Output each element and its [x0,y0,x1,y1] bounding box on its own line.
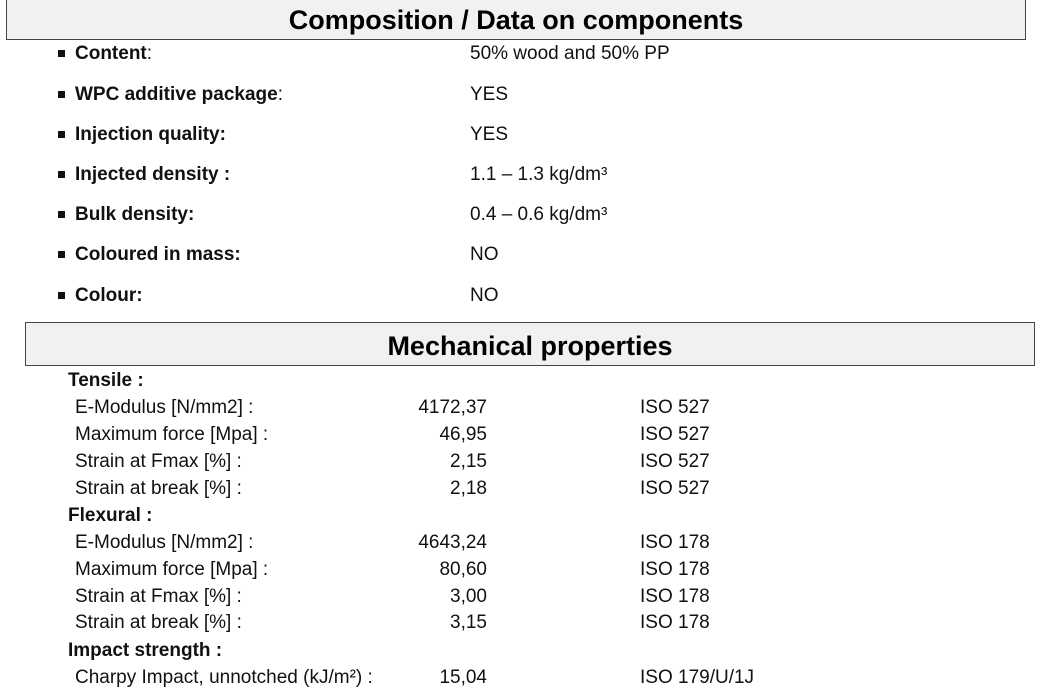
property-label: E-Modulus [N/mm2] : [75,532,254,553]
group-title-flexural: Flexural : [68,505,153,526]
bullet-icon [58,91,65,98]
group-title-impact-strength: Impact strength : [68,640,223,661]
bullet-icon [58,292,65,299]
table-row: Charpy Impact, unnotched (kJ/m²) : 15,04… [0,665,1050,691]
table-row: Strain at break [%] : 3,15 ISO 178 [0,610,1050,636]
composition-section-title: Composition / Data on components [6,0,1026,40]
mechanical-section-title: Mechanical properties [25,322,1035,366]
table-row: E-Modulus [N/mm2] : 4172,37 ISO 527 [0,395,1050,421]
composition-label: Content [75,43,147,64]
table-row: Maximum force [Mpa] : 80,60 ISO 178 [0,557,1050,583]
property-standard: ISO 178 [640,586,710,607]
table-row: Strain at break [%] : 2,18 ISO 527 [0,476,1050,502]
composition-value: NO [470,244,499,265]
composition-label-suffix: : [146,43,153,64]
bullet-icon [58,171,65,178]
composition-row-bulk-density: Bulk density: 0.4 – 0.6 kg/dm³ [0,202,1050,228]
property-value: 2,18 [450,478,487,499]
property-standard: ISO 527 [640,478,710,499]
table-row: E-Modulus [N/mm2] : 4643,24 ISO 178 [0,530,1050,556]
composition-row-wpc-additive: WPC additive package: YES [0,82,1050,108]
property-label: Strain at Fmax [%] : [75,586,242,607]
bullet-icon [58,131,65,138]
bullet-icon [58,211,65,218]
composition-label: Colour: [75,285,143,306]
property-standard: ISO 178 [640,532,710,553]
composition-label: Coloured in mass: [75,244,241,265]
composition-label: WPC additive package [75,84,278,105]
property-label: Strain at break [%] : [75,612,242,633]
property-standard: ISO 527 [640,451,710,472]
property-label: Maximum force [Mpa] : [75,559,269,580]
property-value: 80,60 [439,559,487,580]
composition-row-injected-density: Injected density : 1.1 – 1.3 kg/dm³ [0,162,1050,188]
property-label: E-Modulus [N/mm2] : [75,397,254,418]
property-standard: ISO 527 [640,397,710,418]
property-standard: ISO 179/U/1J [640,667,755,688]
composition-row-coloured-in-mass: Coloured in mass: NO [0,242,1050,268]
property-label: Charpy Impact, unnotched (kJ/m²) : [75,667,373,688]
property-value: 4172,37 [418,397,487,418]
composition-row-colour: Colour: NO [0,283,1050,309]
property-standard: ISO 178 [640,559,710,580]
bullet-icon [58,50,65,57]
composition-row-content: Content: 50% wood and 50% PP [0,41,1050,67]
composition-value: NO [470,285,499,306]
composition-label-suffix: : [277,84,284,105]
property-value: 2,15 [450,451,487,472]
composition-value: 50% wood and 50% PP [470,43,670,64]
group-title-tensile: Tensile : [68,370,144,391]
property-value: 46,95 [439,424,487,445]
composition-row-injection-quality: Injection quality: YES [0,122,1050,148]
table-row: Strain at Fmax [%] : 3,00 ISO 178 [0,584,1050,610]
table-row: Maximum force [Mpa] : 46,95 ISO 527 [0,422,1050,448]
bullet-icon [58,251,65,258]
composition-label: Injection quality: [75,124,226,145]
property-value: 3,00 [450,586,487,607]
composition-value: YES [470,124,509,145]
composition-label: Injected density : [75,164,231,185]
property-label: Strain at break [%] : [75,478,242,499]
property-label: Maximum force [Mpa] : [75,424,269,445]
table-row: Strain at Fmax [%] : 2,15 ISO 527 [0,449,1050,475]
composition-label: Bulk density: [75,204,195,225]
property-standard: ISO 527 [640,424,710,445]
composition-value: 0.4 – 0.6 kg/dm³ [470,204,608,225]
property-value: 4643,24 [418,532,487,553]
composition-value: 1.1 – 1.3 kg/dm³ [470,164,608,185]
property-value: 3,15 [450,612,487,633]
property-standard: ISO 178 [640,612,710,633]
property-label: Strain at Fmax [%] : [75,451,242,472]
property-value: 15,04 [439,667,487,688]
composition-value: YES [470,84,509,105]
